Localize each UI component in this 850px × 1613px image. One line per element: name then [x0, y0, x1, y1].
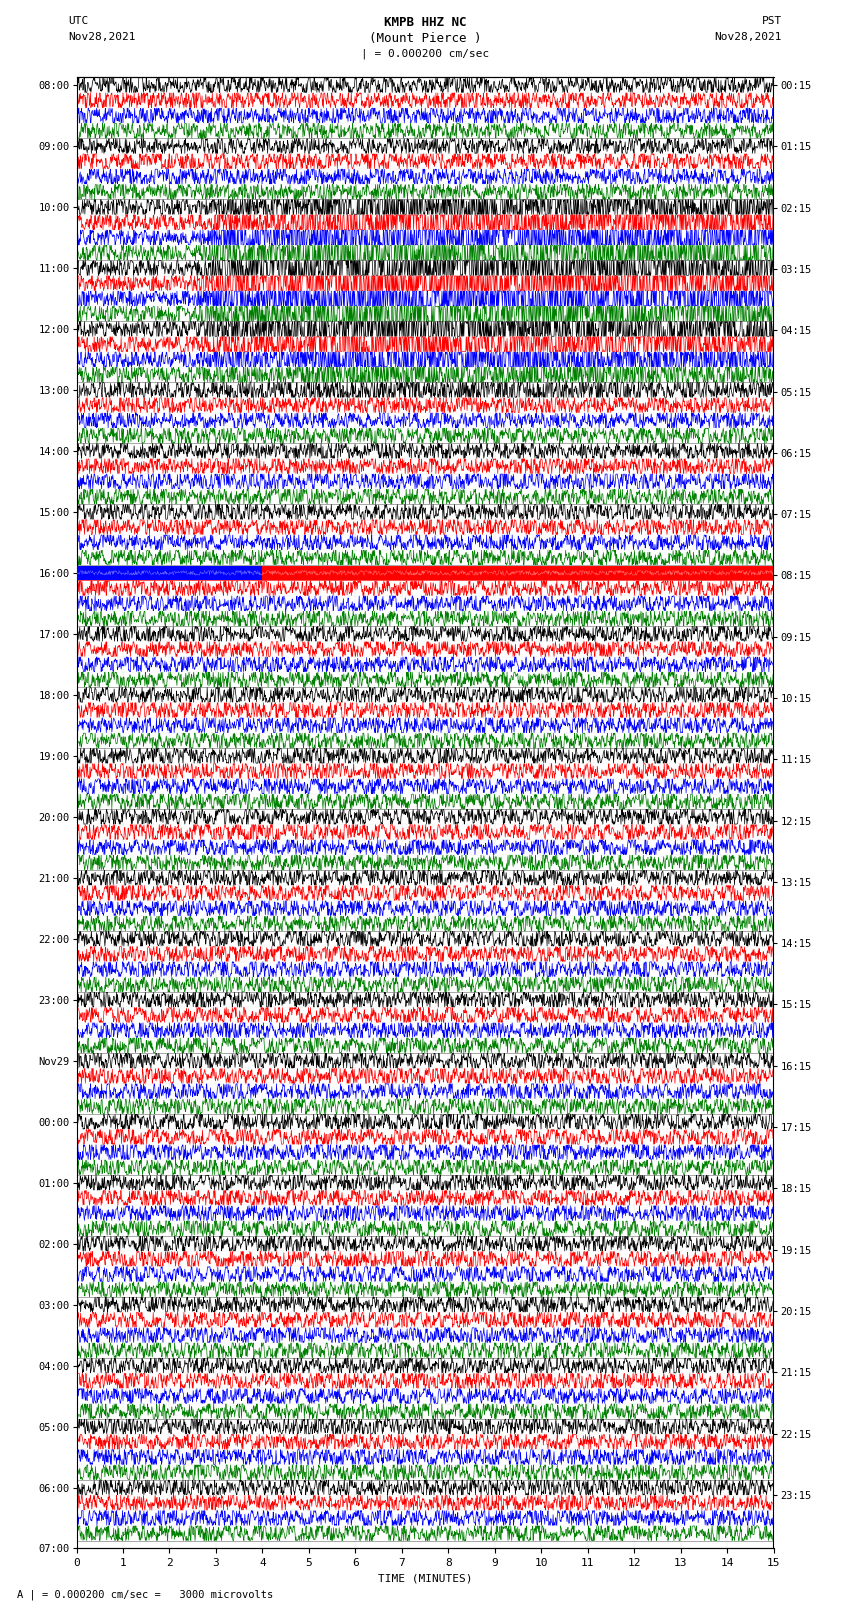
Text: (Mount Pierce ): (Mount Pierce ) — [369, 32, 481, 45]
Text: KMPB HHZ NC: KMPB HHZ NC — [383, 16, 467, 29]
Text: | = 0.000200 cm/sec: | = 0.000200 cm/sec — [361, 48, 489, 60]
Text: Nov28,2021: Nov28,2021 — [68, 32, 135, 42]
Text: Nov28,2021: Nov28,2021 — [715, 32, 782, 42]
Text: UTC: UTC — [68, 16, 88, 26]
X-axis label: TIME (MINUTES): TIME (MINUTES) — [377, 1574, 473, 1584]
Text: A | = 0.000200 cm/sec =   3000 microvolts: A | = 0.000200 cm/sec = 3000 microvolts — [17, 1589, 273, 1600]
Text: PST: PST — [762, 16, 782, 26]
